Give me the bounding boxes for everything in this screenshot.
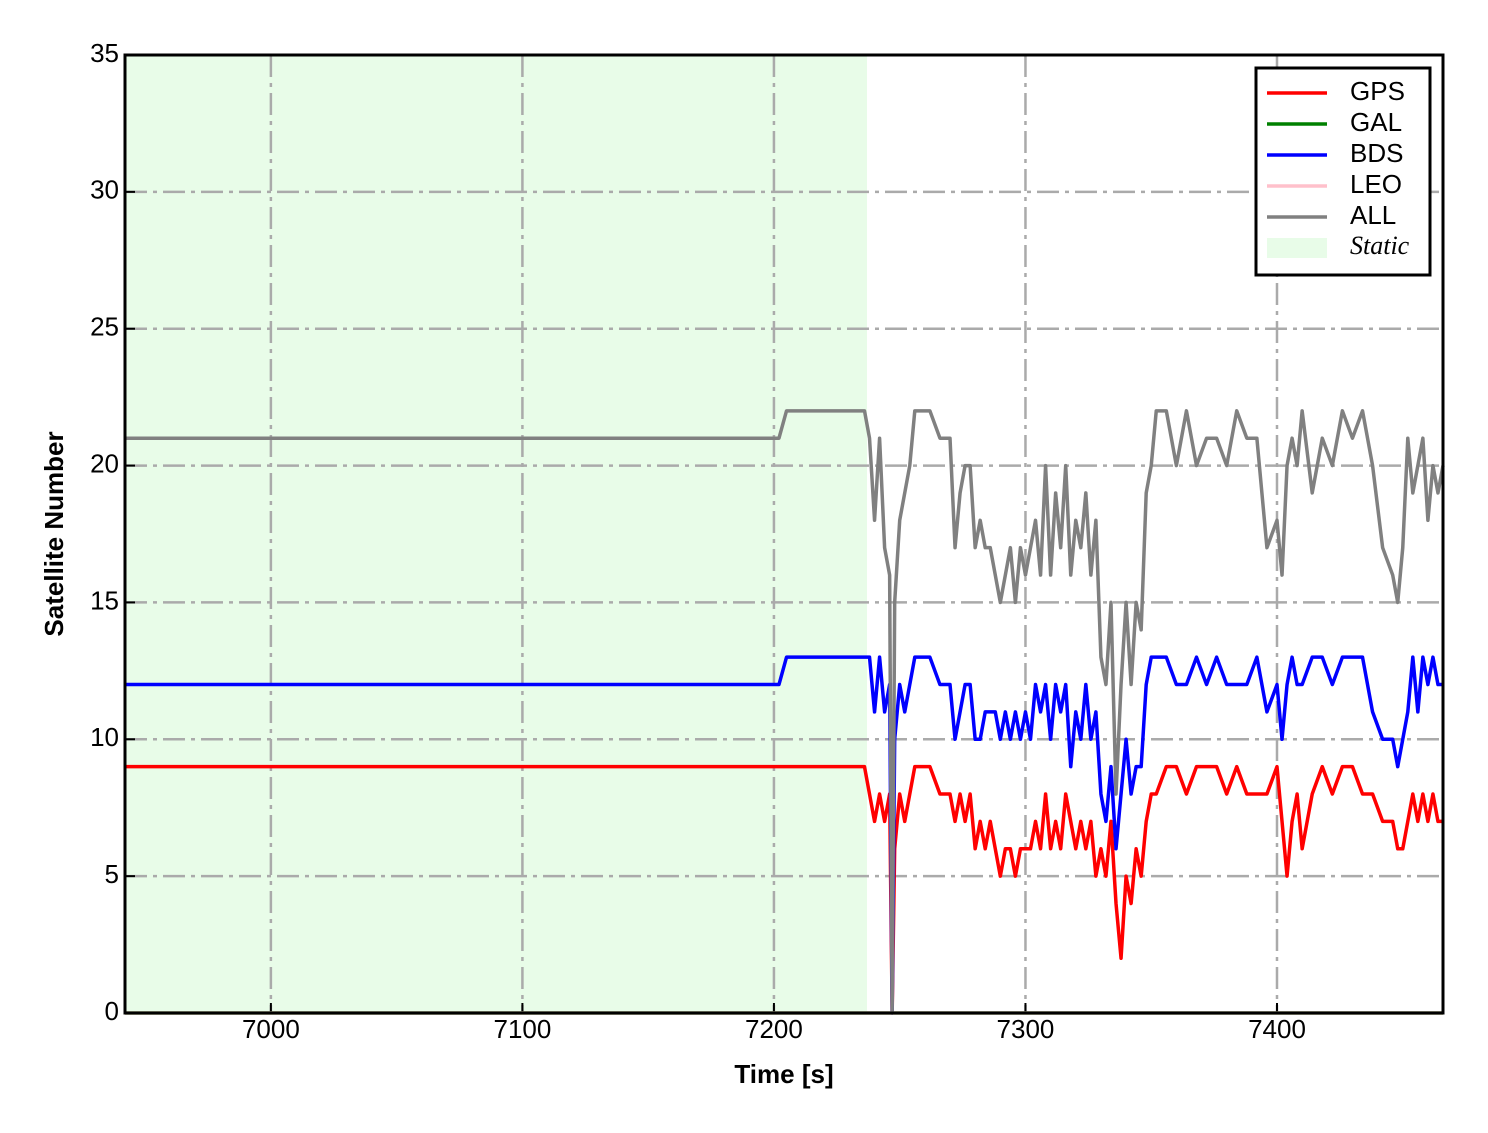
legend-label: BDS [1350,138,1403,168]
series-line [125,655,1443,1015]
y-tick-label: 25 [90,312,119,342]
y-tick-label: 15 [90,585,119,615]
legend-label: LEO [1350,169,1402,199]
x-tick-label: 7200 [745,1014,803,1044]
y-tick-label: 30 [90,175,119,205]
legend-label: Static [1350,231,1410,260]
y-tick-label: 5 [105,859,119,889]
x-axis-title: Time [s] [734,1059,833,1089]
x-tick-label: 7300 [997,1014,1055,1044]
y-axis-title: Satellite Number [39,431,69,636]
x-tick-label: 7100 [493,1014,551,1044]
x-tick-label: 7400 [1248,1014,1306,1044]
y-tick-label: 20 [90,448,119,478]
y-tick-label: 10 [90,722,119,752]
x-tick-label: 7000 [242,1014,300,1044]
plot-frame [123,53,1445,1015]
series-line [125,764,1443,1015]
legend-label: ALL [1350,200,1396,230]
legend-label: GPS [1350,76,1405,106]
legend-label: GAL [1350,107,1402,137]
y-tick-label: 35 [90,38,119,68]
static-region [125,55,868,1013]
series-line [125,409,1445,1015]
legend-swatch [1267,238,1327,258]
y-tick-label: 0 [105,996,119,1026]
